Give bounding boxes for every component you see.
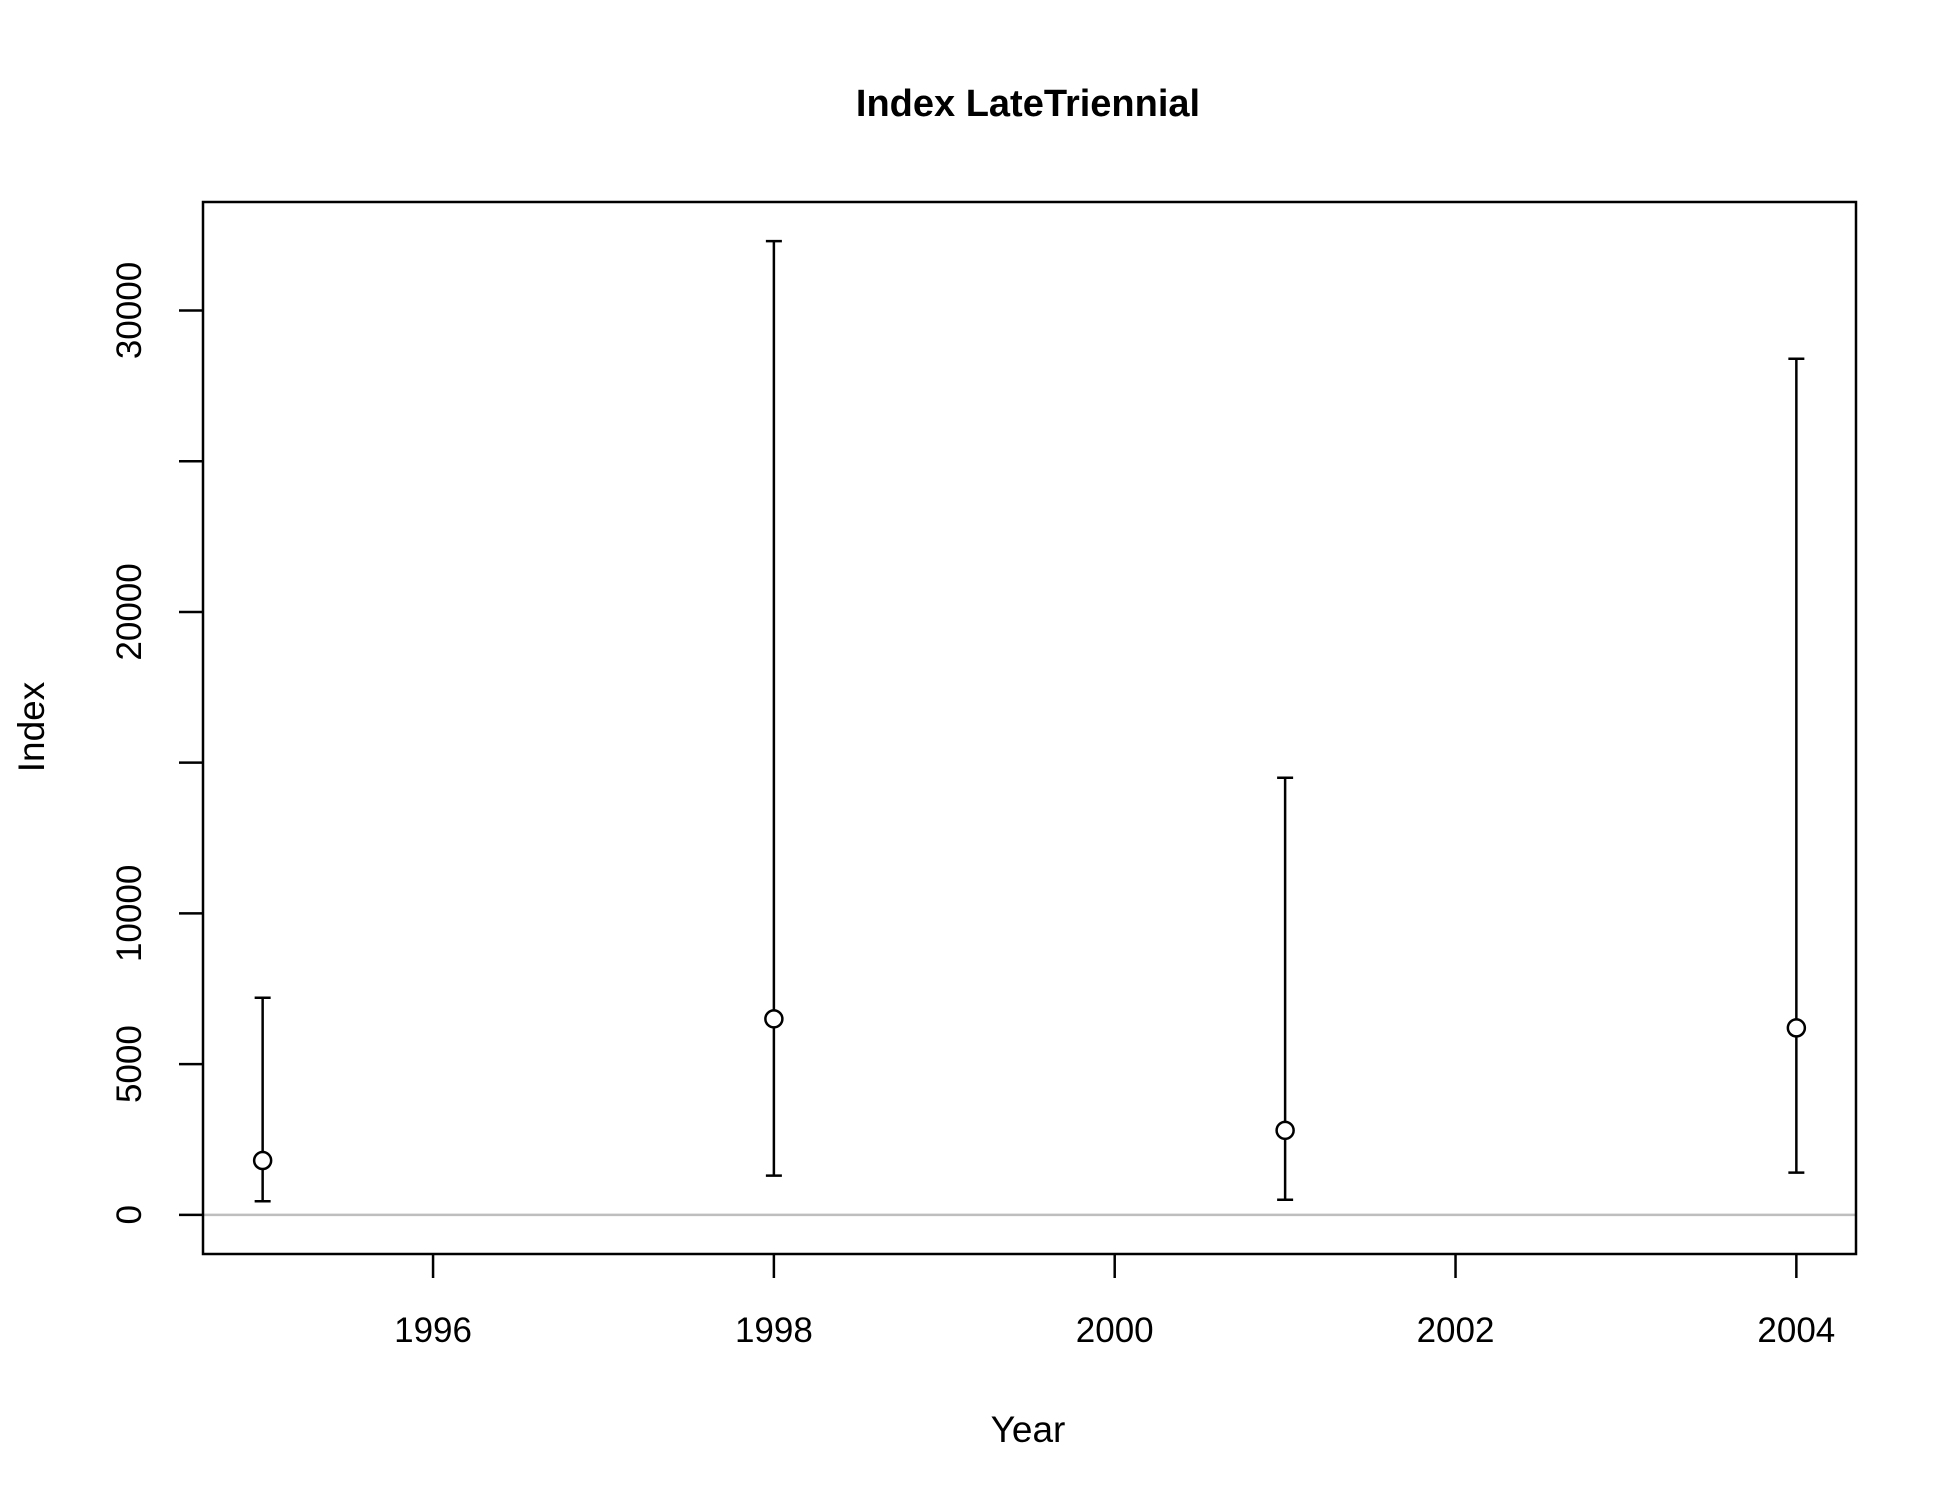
- x-tick-label: 1996: [394, 1311, 472, 1350]
- chart-title: Index LateTriennial: [856, 83, 1200, 125]
- y-axis: 0 5000 10000 20000 30000: [110, 262, 203, 1225]
- plot-frame: [201, 200, 1858, 1256]
- data-point: [1786, 1018, 1807, 1038]
- error-bars: [254, 239, 1805, 1203]
- y-tick-label: 30000: [110, 262, 149, 359]
- x-axis-title: Year: [991, 1409, 1066, 1450]
- y-tick-label: 10000: [110, 865, 149, 962]
- data-point: [764, 1009, 784, 1029]
- y-tick-label: 0: [110, 1205, 149, 1224]
- x-tick-label: 2000: [1076, 1311, 1154, 1350]
- x-tick-label: 2002: [1417, 1311, 1495, 1350]
- data-points: [252, 1009, 1807, 1171]
- y-tick-label: 20000: [110, 563, 149, 660]
- x-tick-label: 1998: [735, 1311, 813, 1350]
- y-tick-label: 5000: [110, 1025, 149, 1103]
- data-point: [252, 1150, 273, 1171]
- x-tick-label: 2004: [1757, 1311, 1835, 1350]
- x-axis: 1996 1998 2000 2002 2004: [394, 1254, 1835, 1350]
- data-point: [1275, 1120, 1295, 1141]
- y-axis-title: Index: [11, 681, 52, 772]
